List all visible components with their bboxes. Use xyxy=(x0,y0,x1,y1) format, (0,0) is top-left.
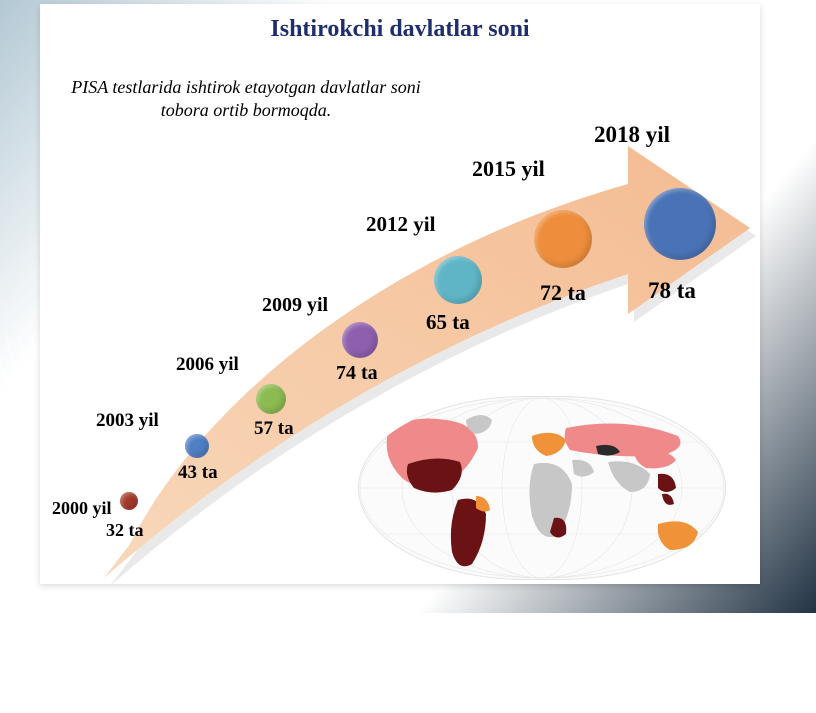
datapoint-year: 2012 yil xyxy=(366,212,435,237)
datapoint-year: 2006 yil xyxy=(176,354,239,376)
datapoint-value: 32 ta xyxy=(106,520,144,541)
datapoint-value: 78 ta xyxy=(648,278,696,304)
content-panel: Ishtirokchi davlatlar soni PISA testlari… xyxy=(40,4,760,584)
datapoint-dot xyxy=(644,188,716,260)
datapoint-year: 2009 yil xyxy=(262,294,328,317)
datapoint-dot xyxy=(434,256,482,304)
datapoint-dot xyxy=(120,492,138,510)
world-map xyxy=(358,396,726,580)
datapoint-year: 2000 yil xyxy=(52,498,112,519)
datapoint-value: 72 ta xyxy=(540,280,586,306)
datapoint-year: 2015 yil xyxy=(472,156,545,182)
datapoint-dot xyxy=(185,434,209,458)
datapoint-year: 2018 yil xyxy=(594,122,670,148)
datapoint-dot xyxy=(534,210,592,268)
datapoint-value: 65 ta xyxy=(426,310,470,335)
datapoint-dot xyxy=(256,384,286,414)
datapoint-value: 43 ta xyxy=(178,462,218,484)
datapoint-year: 2003 yil xyxy=(96,410,159,432)
datapoint-dot xyxy=(342,322,378,358)
datapoint-value: 57 ta xyxy=(254,418,294,440)
datapoint-value: 74 ta xyxy=(336,362,378,385)
